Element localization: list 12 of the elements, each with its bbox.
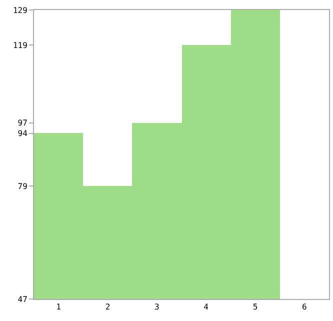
x-tick-label: 5 <box>252 302 258 312</box>
y-tick-label: 94 <box>18 129 28 138</box>
x-tick-label: 6 <box>302 302 308 312</box>
x-tick-label: 1 <box>56 302 62 312</box>
x-tick-label: 2 <box>105 302 110 312</box>
x-tick-label: 3 <box>154 302 160 312</box>
y-tick-label: 79 <box>18 182 28 192</box>
y-tick-label: 129 <box>12 6 28 15</box>
y-tick-label: 119 <box>12 41 28 50</box>
y-tick-label: 97 <box>18 118 28 128</box>
x-tick-label: 4 <box>204 302 209 312</box>
y-tick-label: 47 <box>18 294 28 304</box>
